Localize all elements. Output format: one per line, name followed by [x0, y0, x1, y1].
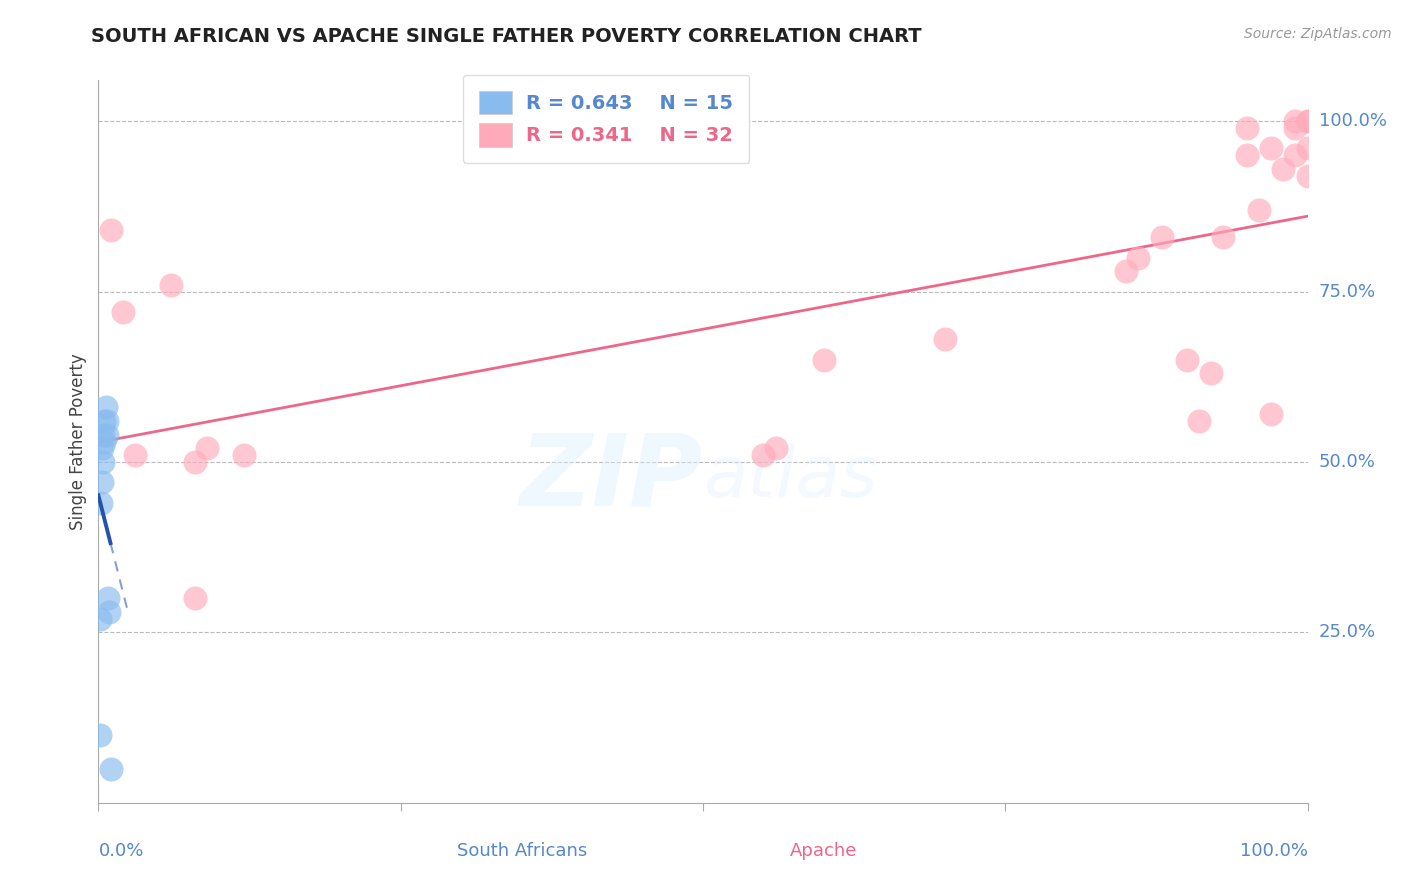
Point	[1115, 264, 1137, 278]
Point	[1260, 141, 1282, 155]
Text: 100.0%: 100.0%	[1240, 842, 1308, 860]
Point	[94, 401, 117, 415]
Point	[89, 612, 111, 626]
Point	[91, 427, 114, 442]
Point	[100, 762, 122, 776]
Point	[1260, 407, 1282, 421]
Point	[1188, 414, 1211, 428]
Point	[1284, 120, 1306, 135]
Legend: R = 0.643    N = 15, R = 0.341    N = 32: R = 0.643 N = 15, R = 0.341 N = 32	[463, 75, 749, 162]
Y-axis label: Single Father Poverty: Single Father Poverty	[69, 353, 87, 530]
Point	[765, 442, 787, 456]
Point	[1296, 169, 1319, 183]
Text: 50.0%: 50.0%	[1319, 453, 1375, 471]
Point	[96, 414, 118, 428]
Text: atlas: atlas	[703, 443, 877, 512]
Point	[1296, 114, 1319, 128]
Point	[813, 352, 835, 367]
Point	[91, 442, 114, 456]
Point	[1284, 148, 1306, 162]
Point	[1175, 352, 1198, 367]
Point	[195, 442, 218, 456]
Point	[1152, 230, 1174, 244]
Point	[1212, 230, 1234, 244]
Text: Source: ZipAtlas.com: Source: ZipAtlas.com	[1244, 27, 1392, 41]
Point	[1296, 141, 1319, 155]
Text: SOUTH AFRICAN VS APACHE SINGLE FATHER POVERTY CORRELATION CHART: SOUTH AFRICAN VS APACHE SINGLE FATHER PO…	[91, 27, 922, 45]
Point	[1236, 120, 1258, 135]
Text: South Africans: South Africans	[457, 842, 586, 860]
Point	[90, 496, 112, 510]
Point	[1128, 251, 1150, 265]
Point	[97, 591, 120, 606]
Point	[89, 728, 111, 742]
Point	[1272, 161, 1295, 176]
Point	[111, 305, 134, 319]
Point	[93, 414, 115, 428]
Point	[124, 448, 146, 462]
Text: 0.0%: 0.0%	[98, 842, 143, 860]
Text: ZIP: ZIP	[520, 429, 703, 526]
Point	[100, 223, 122, 237]
Point	[184, 455, 207, 469]
Point	[96, 427, 118, 442]
Point	[1199, 367, 1222, 381]
Point	[1284, 114, 1306, 128]
Text: 75.0%: 75.0%	[1319, 283, 1376, 301]
Text: 100.0%: 100.0%	[1319, 112, 1386, 130]
Point	[91, 475, 114, 490]
Point	[1236, 148, 1258, 162]
Point	[91, 455, 114, 469]
Point	[184, 591, 207, 606]
Point	[93, 434, 115, 449]
Text: 25.0%: 25.0%	[1319, 624, 1376, 641]
Point	[1249, 202, 1271, 217]
Point	[934, 332, 956, 346]
Point	[752, 448, 775, 462]
Point	[1296, 114, 1319, 128]
Point	[160, 277, 183, 292]
Point	[98, 605, 121, 619]
Text: Apache: Apache	[790, 842, 858, 860]
Point	[232, 448, 254, 462]
